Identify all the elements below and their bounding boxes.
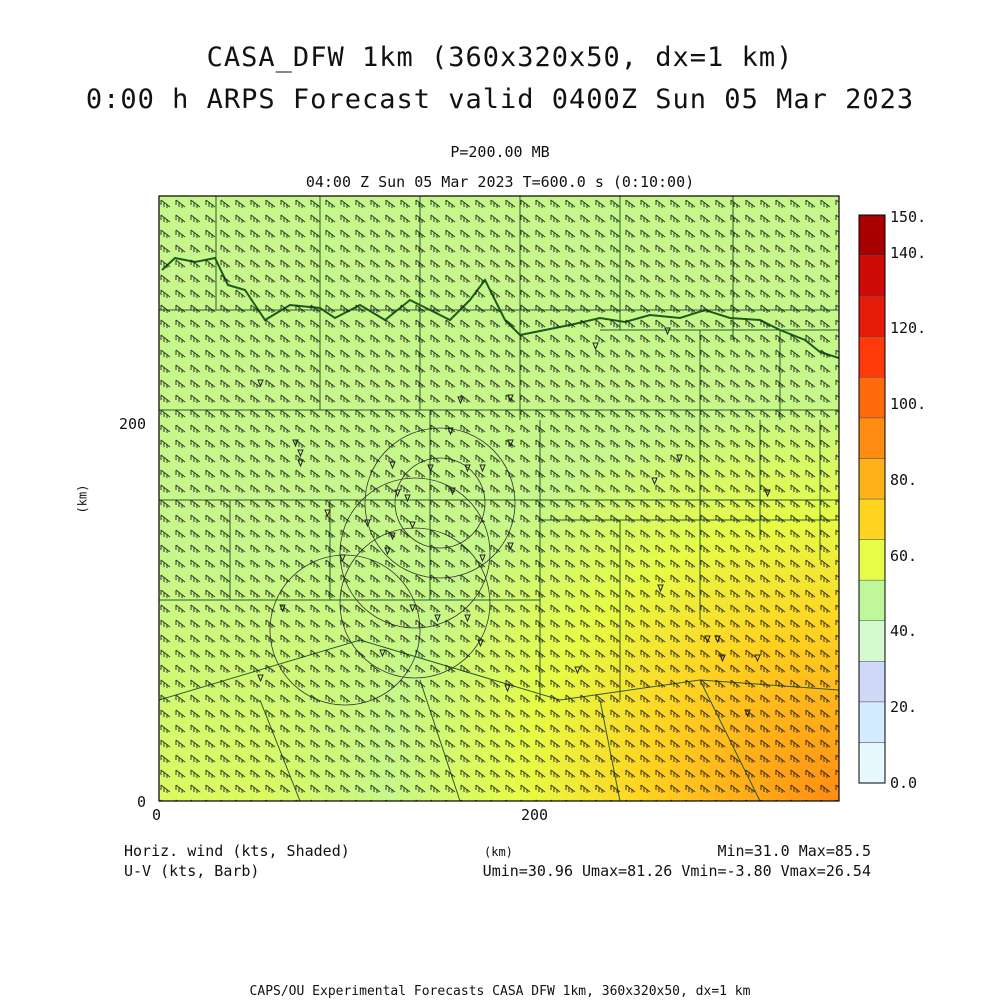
station-markers [257,327,771,718]
min-max-label: Min=31.0 Max=85.5 [717,842,871,860]
colorbar-bin [858,417,886,459]
x-tick-200: 200 [521,806,549,824]
y-tick-0: 0 [137,793,147,811]
pressure-level-label: P=200.00 MB [450,143,550,161]
colorbar-label: 40. [890,622,918,640]
colorbar-bin [858,377,886,419]
colorbar-label: 140. [890,244,927,262]
colorbar-bin [858,214,886,256]
colorbar-label: 20. [890,698,918,716]
colorbar-bin [858,458,886,500]
y-tick-200: 200 [119,415,147,433]
colorbar-bin [858,579,886,621]
wind-barbs [159,196,839,801]
colorbar-bin [858,661,886,703]
colorbar-label: 120. [890,319,927,337]
footer-credit: CAPS/OU Experimental Forecasts CASA DFW … [249,984,751,999]
colorbar-label: 0.0 [890,774,918,792]
colorbar-bin [858,295,886,337]
colorbar [858,214,886,784]
colorbar-label: 100. [890,395,927,413]
shaded-field-label: Horiz. wind (kts, Shaded) [124,842,350,860]
uv-range-label: Umin=30.96 Umax=81.26 Vmin=-3.80 Vmax=26… [482,862,871,880]
colorbar-bin [858,336,886,378]
colorbar-label: 80. [890,471,918,489]
colorbar-label: 60. [890,547,918,565]
colorbar-bin [858,255,886,297]
plot-title-line1: CASA_DFW 1km (360x320x50, dx=1 km) [206,42,794,73]
y-axis-label: (km) [75,484,90,514]
colorbar-label: 150. [890,208,927,226]
x-axis-label: (km) [484,845,513,859]
valid-time-label: 04:00 Z Sun 05 Mar 2023 T=600.0 s (0:10:… [305,173,695,191]
colorbar-frame [858,214,886,784]
colorbar-bin [858,539,886,581]
barb-field-label: U-V (kts, Barb) [124,862,260,880]
colorbar-bin [858,742,886,784]
colorbar-bin [858,498,886,540]
x-tick-0: 0 [152,806,162,824]
plot-title-line2: 0:00 h ARPS Forecast valid 0400Z Sun 05 … [85,84,915,115]
map-frame [158,195,840,802]
colorbar-bin [858,701,886,743]
colorbar-bin [858,620,886,662]
